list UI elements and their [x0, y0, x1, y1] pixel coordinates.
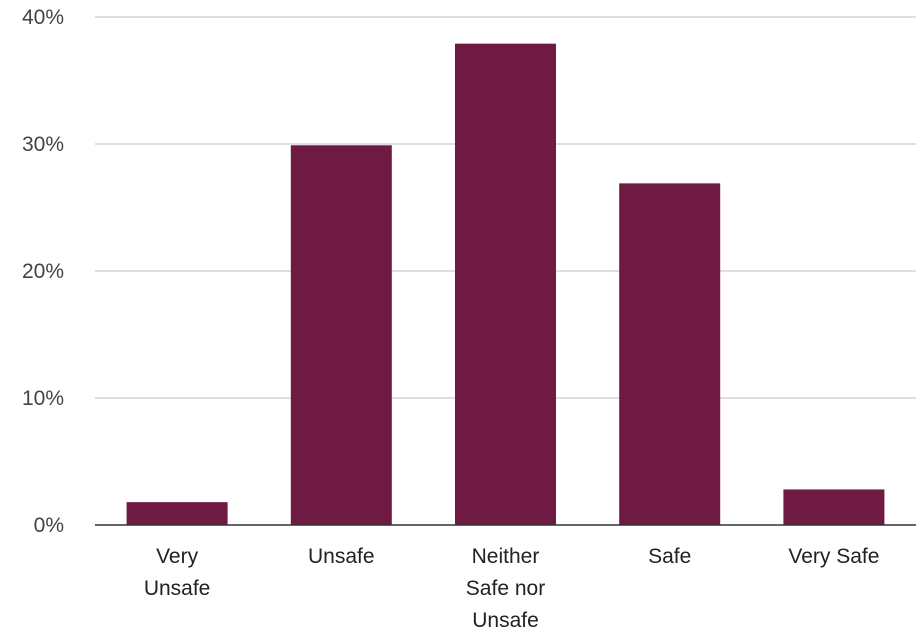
x-category-label-line: Unsafe — [308, 545, 375, 568]
x-category-label-line: Unsafe — [144, 577, 211, 600]
x-category-label: Neither Safe nor Unsafe — [466, 545, 545, 632]
x-axis-category-labels: Very Unsafe Unsafe Neither Safe nor Unsafe Saf… — [144, 545, 880, 632]
y-tick-label: 10% — [22, 387, 64, 410]
bar — [783, 489, 885, 525]
x-category-label-line: Very Safe — [788, 545, 879, 568]
y-axis-tick-labels: 0% 10% 20% 30% 40% — [22, 6, 64, 537]
x-category-label-line: Safe nor — [466, 577, 545, 600]
x-category-label-line: Unsafe — [472, 609, 539, 632]
y-tick-label: 40% — [22, 6, 64, 29]
bar — [290, 145, 392, 525]
x-category-label: Very Unsafe — [144, 545, 211, 600]
x-category-label-line: Very — [156, 545, 199, 568]
x-category-label: Safe — [648, 545, 691, 568]
x-category-label: Unsafe — [308, 545, 375, 568]
bar — [126, 502, 228, 525]
x-category-label: Very Safe — [788, 545, 879, 568]
y-tick-label: 30% — [22, 133, 64, 156]
y-tick-label: 0% — [34, 514, 64, 537]
x-category-label-line: Safe — [648, 545, 691, 568]
bar — [455, 43, 556, 526]
bar — [619, 183, 721, 525]
y-tick-label: 20% — [22, 260, 64, 283]
bars — [126, 43, 885, 526]
x-category-label-line: Neither — [472, 545, 540, 568]
